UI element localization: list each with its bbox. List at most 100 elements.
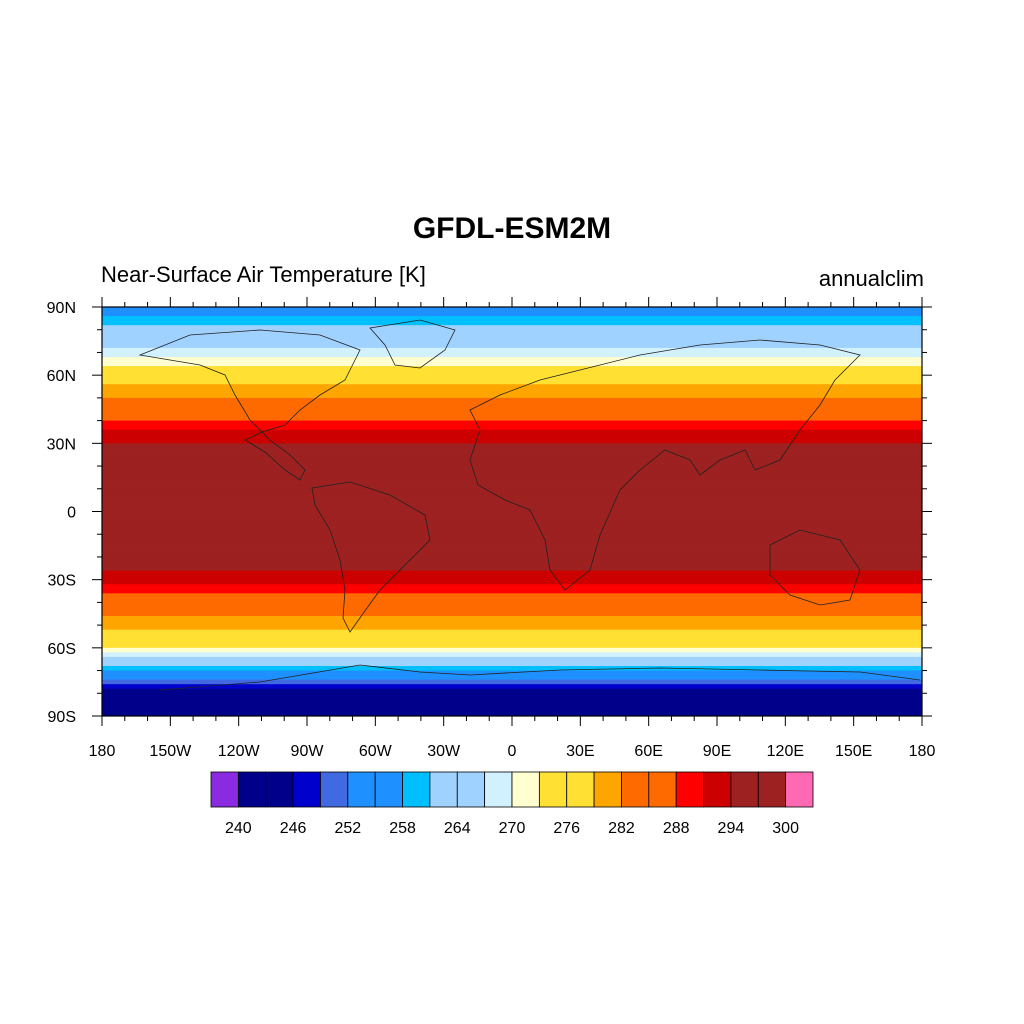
x-tick-label: 90W [291, 743, 325, 760]
coastline-australia [769, 529, 861, 606]
temperature-band [102, 393, 922, 399]
temperature-band [102, 416, 922, 422]
temperature-band [102, 611, 922, 617]
colorbar-swatch [484, 771, 513, 808]
temperature-band [102, 411, 922, 417]
temperature-band [102, 616, 922, 622]
colorbar-swatch [703, 771, 732, 808]
temperature-band [102, 311, 922, 317]
temperature-band [102, 475, 922, 481]
temperature-band [102, 516, 922, 522]
temperature-band [102, 688, 922, 694]
temperature-band [102, 588, 922, 594]
temperature-band [102, 488, 922, 494]
temperature-band [102, 556, 922, 562]
y-tick-label: 90N [47, 300, 76, 317]
temperature-band [102, 479, 922, 485]
colorbar-label: 294 [718, 820, 745, 837]
colorbar-label: 288 [663, 820, 690, 837]
colorbar-swatch [374, 771, 403, 808]
temperature-band [102, 511, 922, 517]
y-tick-label: 30S [48, 573, 76, 590]
x-tick-label: 150W [149, 743, 192, 760]
temperature-band [102, 384, 922, 390]
x-tick-label: 120E [767, 743, 804, 760]
temperature-band [102, 361, 922, 367]
temperature-band [102, 493, 922, 499]
temperature-band [102, 579, 922, 585]
temperature-band [102, 402, 922, 408]
colorbar-swatch [566, 771, 595, 808]
temperature-band [102, 366, 922, 372]
temperature-band [102, 379, 922, 385]
temperature-band [102, 520, 922, 526]
y-tick-label: 60N [47, 368, 76, 385]
temperature-band [102, 388, 922, 394]
temperature-band [102, 456, 922, 463]
colorbar-swatch [210, 771, 239, 808]
temperature-band [102, 661, 922, 667]
colorbar-swatch [456, 771, 486, 808]
x-tick-label: 0 [508, 743, 517, 760]
temperature-band [102, 666, 922, 672]
temperature-band [102, 702, 922, 708]
temperature-band [102, 343, 922, 349]
temperature-band [102, 606, 922, 612]
colorbar: 240 246 252 258 264 270 276 282 288 294 300 [210, 771, 814, 837]
x-tick-label: 30W [427, 743, 461, 760]
temperature-band [102, 647, 922, 653]
colorbar-swatch [429, 771, 458, 808]
coastline-north-america [138, 329, 361, 481]
colorbar-label: 276 [553, 820, 580, 837]
temperature-band [102, 643, 922, 649]
temperature-band [102, 352, 922, 358]
temperature-band [102, 552, 922, 558]
temperature-band [102, 602, 922, 608]
temperature-band [102, 466, 922, 472]
temperature-band [102, 679, 922, 685]
colorbar-swatch [237, 771, 267, 808]
temperature-band [102, 529, 922, 535]
temperature-band [102, 338, 922, 344]
temperature-band [102, 329, 922, 335]
temperature-band [102, 570, 922, 576]
temperature-band [102, 525, 922, 531]
temperature-band [102, 675, 922, 681]
temperature-band [102, 634, 922, 640]
colorbar-swatch [347, 771, 376, 808]
temperature-band [102, 711, 922, 716]
coastline-south-america [311, 481, 431, 633]
temperature-field [102, 307, 922, 716]
chart-title: GFDL-ESM2M [412, 212, 612, 245]
temperature-band [102, 452, 922, 458]
temperature-band [102, 497, 922, 503]
colorbar-swatch [265, 771, 294, 808]
temperature-band [102, 693, 922, 699]
colorbar-label: 300 [772, 820, 799, 837]
temperature-band [102, 420, 922, 426]
temperature-band [102, 347, 922, 353]
colorbar-label: 282 [608, 820, 635, 837]
colorbar-swatch [757, 771, 787, 808]
colorbar-label: 240 [225, 820, 252, 837]
temperature-band [102, 593, 922, 599]
temperature-band [102, 629, 922, 635]
temperature-band [102, 534, 922, 540]
colorbar-swatch [402, 771, 431, 808]
temperature-band [102, 561, 922, 567]
coastline-greenland [369, 319, 456, 369]
temperature-band [102, 543, 922, 549]
x-tick-label: 150E [835, 743, 872, 760]
temperature-band [102, 597, 922, 603]
colorbar-swatch [511, 771, 540, 808]
coastline-antarctica [159, 664, 921, 691]
colorbar-swatch [621, 771, 650, 808]
colorbar-label: 246 [280, 820, 307, 837]
colorbar-label: 252 [334, 820, 361, 837]
temperature-band [102, 434, 922, 440]
y-tick-label: 30N [47, 436, 76, 453]
x-tick-label: 60W [359, 743, 393, 760]
y-tick-label: 60S [48, 641, 76, 658]
temperature-band [102, 706, 922, 712]
